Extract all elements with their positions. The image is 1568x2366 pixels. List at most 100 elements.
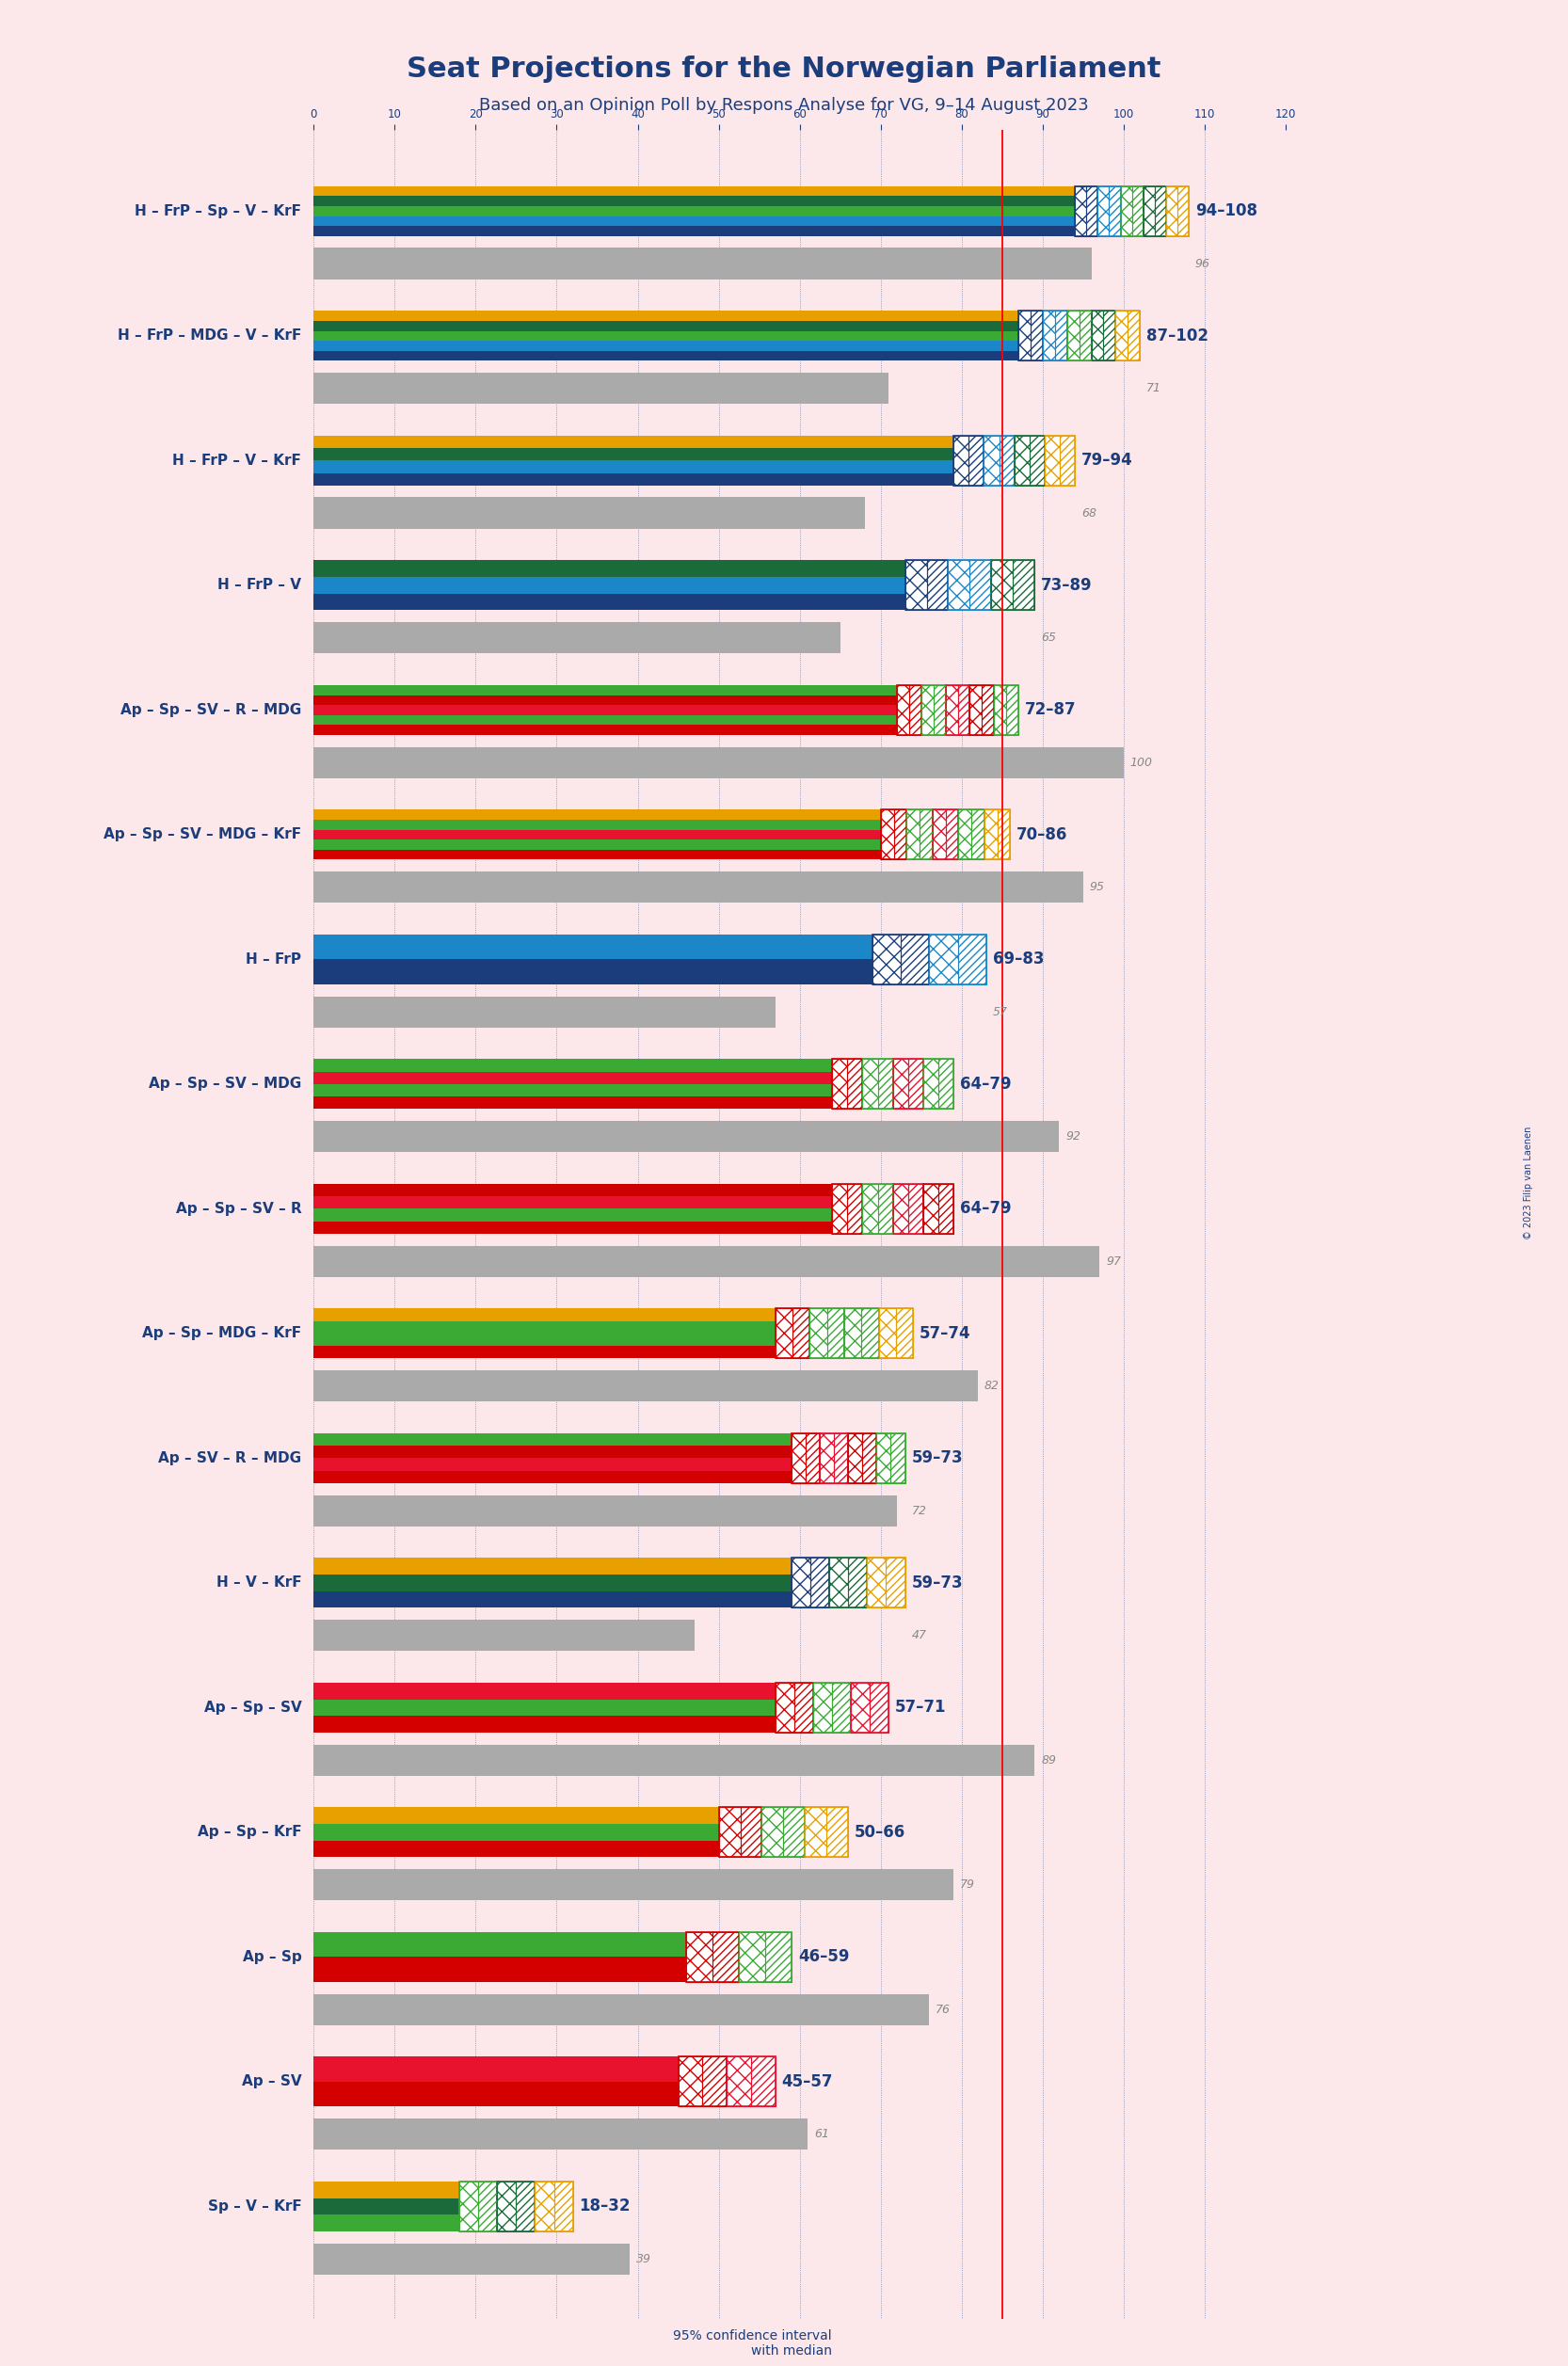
- Text: 95: 95: [1090, 880, 1105, 894]
- Bar: [1079, 310, 1091, 362]
- Bar: [795, 1682, 814, 1732]
- Bar: [702, 2056, 726, 2106]
- Bar: [314, 1072, 833, 1084]
- Bar: [751, 2056, 775, 2106]
- Bar: [314, 2198, 459, 2215]
- Text: 82: 82: [985, 1379, 999, 1391]
- Bar: [554, 2181, 572, 2231]
- Bar: [953, 2326, 986, 2361]
- Bar: [848, 1434, 862, 1483]
- Text: 95% confidence interval
with median: 95% confidence interval with median: [673, 2331, 833, 2359]
- Text: 71: 71: [1146, 383, 1162, 395]
- Bar: [740, 1808, 762, 1857]
- Bar: [938, 1060, 953, 1110]
- Bar: [1098, 187, 1121, 237]
- Bar: [1066, 310, 1091, 362]
- Text: 57–74: 57–74: [919, 1325, 971, 1342]
- Text: Ap – Sp – SV – R – MDG: Ap – Sp – SV – R – MDG: [121, 703, 301, 717]
- Bar: [1055, 310, 1066, 362]
- Bar: [804, 1808, 826, 1857]
- Bar: [314, 1495, 897, 1526]
- Bar: [314, 310, 1018, 322]
- Bar: [784, 1808, 804, 1857]
- Bar: [314, 1084, 833, 1095]
- Bar: [314, 2082, 677, 2106]
- Bar: [314, 1183, 833, 1197]
- Bar: [969, 435, 985, 485]
- Bar: [314, 1334, 775, 1346]
- Bar: [314, 1576, 792, 1592]
- Bar: [972, 809, 985, 859]
- Text: 89: 89: [1041, 1753, 1057, 1765]
- Bar: [1091, 310, 1104, 362]
- Bar: [878, 1308, 895, 1358]
- Bar: [1030, 310, 1043, 362]
- Bar: [909, 686, 920, 736]
- Text: H – FrP: H – FrP: [246, 953, 301, 965]
- Bar: [314, 724, 897, 736]
- Bar: [314, 1457, 792, 1472]
- Bar: [809, 1308, 844, 1358]
- Bar: [775, 1682, 814, 1732]
- Bar: [314, 1095, 833, 1110]
- Text: 57: 57: [993, 1006, 1008, 1017]
- Bar: [1109, 187, 1121, 237]
- Bar: [314, 1682, 775, 1699]
- Bar: [848, 1557, 867, 1609]
- Bar: [814, 1682, 833, 1732]
- Bar: [919, 809, 933, 859]
- Bar: [792, 1308, 809, 1358]
- Text: H – FrP – V: H – FrP – V: [218, 577, 301, 592]
- Bar: [905, 561, 949, 610]
- Bar: [726, 2056, 775, 2106]
- Bar: [826, 1308, 844, 1358]
- Bar: [958, 809, 985, 859]
- Text: 97: 97: [1105, 1254, 1121, 1268]
- Text: 47: 47: [911, 1630, 927, 1642]
- Bar: [314, 715, 897, 724]
- Bar: [775, 1682, 795, 1732]
- Bar: [891, 1434, 905, 1483]
- Bar: [314, 1121, 1058, 1152]
- Bar: [314, 1744, 1035, 1774]
- Bar: [314, 1245, 1099, 1278]
- Bar: [892, 1183, 908, 1233]
- Bar: [314, 1221, 833, 1233]
- Bar: [314, 1434, 792, 1446]
- Text: 79–94: 79–94: [1082, 452, 1134, 468]
- Bar: [820, 1434, 834, 1483]
- Text: 76: 76: [936, 2004, 950, 2016]
- Bar: [1013, 561, 1035, 610]
- Bar: [314, 809, 881, 819]
- Bar: [862, 1434, 877, 1483]
- Bar: [314, 2243, 629, 2274]
- Text: Ap – Sp – SV – MDG – KrF: Ap – Sp – SV – MDG – KrF: [103, 828, 301, 842]
- Bar: [1132, 187, 1143, 237]
- Bar: [946, 686, 958, 736]
- Bar: [991, 561, 1013, 610]
- Bar: [677, 2056, 726, 2106]
- Text: 72–87: 72–87: [1025, 703, 1076, 719]
- Bar: [314, 1557, 792, 1576]
- Bar: [1154, 187, 1167, 237]
- Text: H – FrP – Sp – V – KrF: H – FrP – Sp – V – KrF: [135, 203, 301, 218]
- Bar: [314, 696, 897, 705]
- Bar: [1018, 310, 1043, 362]
- Bar: [834, 1434, 848, 1483]
- Bar: [459, 2181, 497, 2231]
- Bar: [314, 248, 1091, 279]
- Bar: [820, 1434, 848, 1483]
- Bar: [314, 819, 881, 830]
- Bar: [314, 1621, 695, 1651]
- Bar: [314, 958, 872, 984]
- Bar: [1121, 187, 1143, 237]
- Bar: [924, 1060, 938, 1110]
- Bar: [314, 1995, 930, 2025]
- Bar: [314, 1209, 833, 1221]
- Bar: [459, 2181, 478, 2231]
- Bar: [851, 1682, 870, 1732]
- Bar: [861, 1308, 878, 1358]
- Bar: [933, 809, 946, 859]
- Bar: [991, 561, 1035, 610]
- Bar: [872, 935, 930, 984]
